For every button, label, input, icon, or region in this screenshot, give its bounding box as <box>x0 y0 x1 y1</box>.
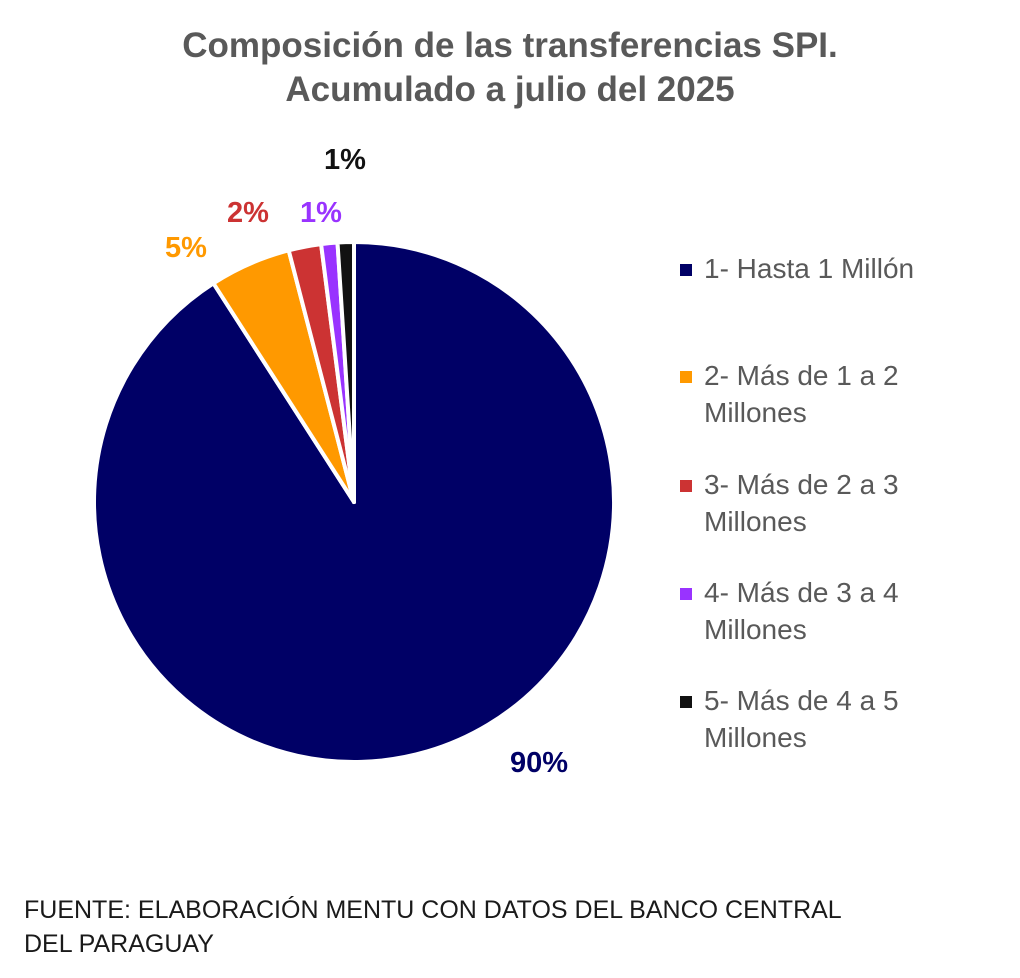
legend-item-1: 1- Hasta 1 Millón <box>680 250 964 287</box>
legend-label-5-line-1: 5- Más de 4 a 5 <box>704 685 899 716</box>
chart-title-line-1: Composición de las transferencias SPI. <box>182 26 838 65</box>
data-label-1: 90% <box>510 747 568 779</box>
data-label-2: 5% <box>165 232 207 264</box>
source-note: FUENTE: ELABORACIÓN MENTU CON DATOS DEL … <box>24 893 984 961</box>
pie-data-labels: 90% 5% 2% 1% 1% <box>165 144 568 779</box>
legend-swatch-2 <box>680 371 692 383</box>
source-note-line-1: FUENTE: ELABORACIÓN MENTU CON DATOS DEL … <box>24 896 842 924</box>
data-label-3: 2% <box>227 197 269 229</box>
legend-swatch-1 <box>680 264 692 276</box>
legend-label-4: 4- Más de 3 a 4 Millones <box>704 574 964 648</box>
legend-swatch-4 <box>680 588 692 600</box>
legend-label-1-line-1: 1- Hasta 1 Millón <box>704 253 915 284</box>
chart-title-line-2: Acumulado a julio del 2025 <box>285 70 735 109</box>
pie-slices <box>92 240 616 764</box>
legend-label-3-line-2: Millones <box>704 506 807 537</box>
data-label-4: 1% <box>300 197 342 229</box>
legend-item-5: 5- Más de 4 a 5 Millones <box>680 682 964 756</box>
legend-label-3: 3- Más de 2 a 3 Millones <box>704 466 964 540</box>
legend-item-2: 2- Más de 1 a 2 Millones <box>680 357 964 431</box>
legend-label-5: 5- Más de 4 a 5 Millones <box>704 682 964 756</box>
legend-label-1: 1- Hasta 1 Millón <box>704 250 964 287</box>
source-note-line-2: DEL PARAGUAY <box>24 930 214 958</box>
legend-label-3-line-1: 3- Más de 2 a 3 <box>704 469 899 500</box>
pie-slice-5 <box>335 240 356 504</box>
legend-label-2-line-2: Millones <box>704 397 807 428</box>
legend-label-4-line-1: 4- Más de 3 a 4 <box>704 577 899 608</box>
legend-item-4: 4- Más de 3 a 4 Millones <box>680 574 964 648</box>
legend-swatch-5 <box>680 696 692 708</box>
legend-label-2: 2- Más de 1 a 2 Millones <box>704 357 964 431</box>
legend-swatch-3 <box>680 480 692 492</box>
legend-label-2-line-1: 2- Más de 1 a 2 <box>704 360 899 391</box>
legend-item-3: 3- Más de 2 a 3 Millones <box>680 466 964 540</box>
legend-label-5-line-2: Millones <box>704 722 807 753</box>
chart-title: Composición de las transferencias SPI. A… <box>0 24 1020 112</box>
data-label-5: 1% <box>324 144 366 176</box>
legend-label-4-line-2: Millones <box>704 614 807 645</box>
